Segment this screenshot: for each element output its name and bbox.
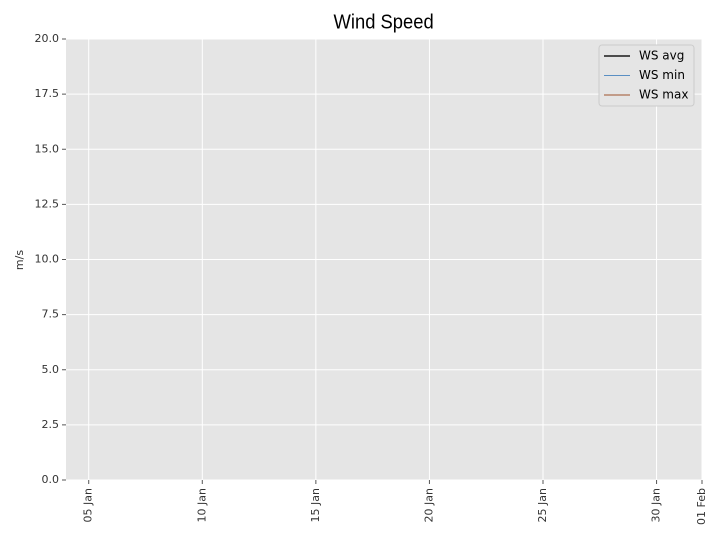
- legend-label: WS min: [639, 68, 685, 82]
- x-tick-label: 10 Jan: [195, 488, 208, 522]
- y-tick-label: 2.5: [42, 418, 60, 431]
- y-tick-label: 20.0: [35, 32, 60, 45]
- y-tick-label: 17.5: [35, 87, 60, 100]
- x-tick-label: 05 Jan: [82, 488, 95, 522]
- y-tick-label: 7.5: [42, 308, 60, 321]
- y-tick-label: 15.0: [35, 142, 60, 155]
- x-tick-label: 20 Jan: [422, 488, 435, 522]
- y-tick-label: 10.0: [35, 253, 60, 266]
- legend-box: [598, 44, 695, 107]
- chart-title: Wind Speed: [334, 12, 434, 34]
- x-tick-label: 25 Jan: [536, 488, 549, 522]
- x-tick-label: 15 Jan: [309, 488, 322, 522]
- y-axis-label: m/s: [13, 250, 26, 270]
- y-tick-label: 12.5: [35, 197, 60, 210]
- y-tick-label: 5.0: [42, 363, 60, 376]
- legend-label: WS avg: [639, 49, 684, 63]
- x-tick-label: 30 Jan: [650, 488, 663, 522]
- legend-label: WS max: [639, 88, 688, 102]
- x-tick-label: 01 Feb: [695, 488, 708, 525]
- y-tick-label: 0.0: [42, 473, 60, 486]
